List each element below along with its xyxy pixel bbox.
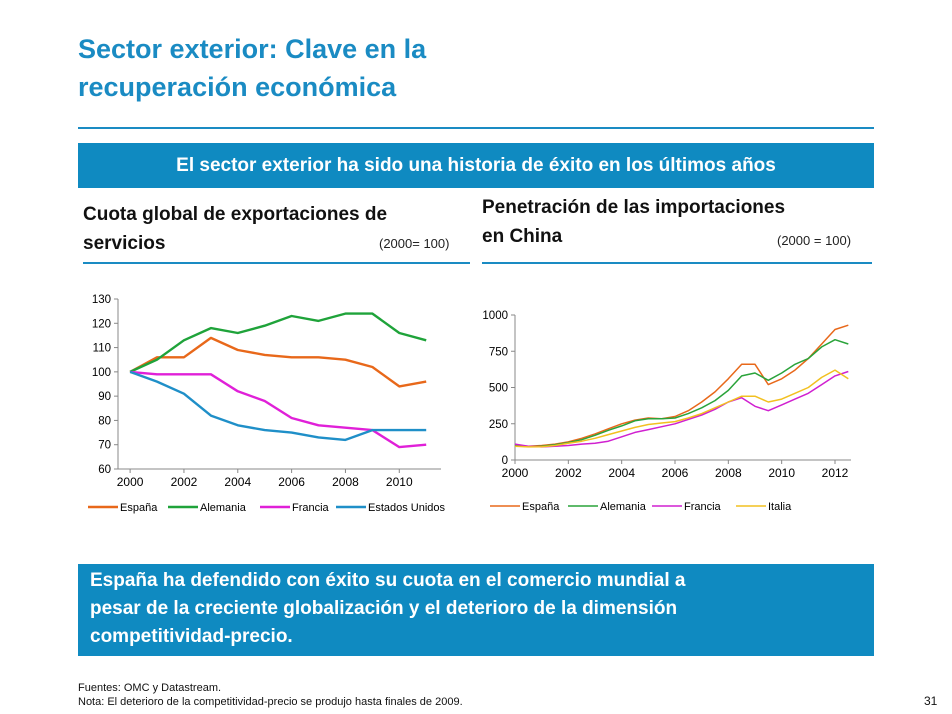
page-title-line-1: Sector exterior: Clave en la: [78, 34, 427, 64]
right-chart-series-line-francia: [514, 370, 849, 448]
right-chart-series-line-espana: [514, 324, 849, 447]
right-chart-base-note: (2000 = 100): [777, 233, 852, 248]
left-chart-legend-label-francia: Francia: [292, 502, 330, 514]
conclusion-line-1: España ha defendido con éxito su cuota e…: [90, 570, 686, 591]
right-chart-x-tick-label: 2004: [608, 466, 635, 480]
right-chart-y-tick-label: 250: [489, 419, 508, 431]
left-chart-divider: [83, 262, 470, 264]
left-chart-x-tick-label: 2008: [332, 475, 359, 489]
right-chart: 0 250 500 750 1000 2000 2002 2004 2006 2008 2010 20…: [482, 310, 851, 513]
right-chart-legend-label-alemania: Alemania: [600, 501, 647, 513]
left-chart: 60 70 80 90 100 110 120 130 2000 2002 2004 2006 2008…: [88, 294, 446, 514]
right-chart-x-tick-label: 2012: [822, 466, 849, 480]
right-chart-y-tick-label: 750: [489, 346, 508, 358]
left-chart-series-line-francia: [129, 370, 427, 449]
right-chart-x-tick-label: 2008: [715, 466, 742, 480]
conclusion-box: España ha defendido con éxito su cuota e…: [78, 564, 874, 656]
right-chart-legend-label-italia: Italia: [768, 501, 792, 513]
right-chart-title: Penetración de las importaciones en Chin…: [482, 193, 882, 251]
left-chart-legend-label-alemania: Alemania: [200, 502, 247, 514]
right-chart-divider: [482, 262, 872, 264]
left-chart-title-line-1: Cuota global de exportaciones de: [83, 204, 388, 225]
left-chart-y-tick-label: 110: [93, 343, 111, 355]
right-chart-x-tick-label: 2000: [502, 466, 529, 480]
right-chart-y-tick-label: 0: [502, 455, 508, 467]
right-chart-legend-label-francia: Francia: [684, 501, 722, 513]
right-chart-series-line-alemania: [514, 338, 849, 448]
conclusion-line-3: competitividad-precio.: [90, 626, 293, 647]
left-chart-series-line-estados-unidos: [129, 370, 427, 442]
right-chart-y-tick-label: 500: [489, 383, 508, 395]
page-title: Sector exterior: Clave en la recuperació…: [78, 30, 678, 106]
left-chart-y-tick-label: 90: [98, 391, 111, 403]
right-chart-title-line-2: en China: [482, 226, 563, 247]
page-title-line-2: recuperación económica: [78, 72, 397, 102]
right-chart-x-tick-label: 2006: [662, 466, 689, 480]
footnotes: Fuentes: OMC y Datastream. Nota: El dete…: [78, 681, 463, 709]
page-number: 31: [924, 694, 938, 708]
headline-banner: El sector exterior ha sido una historia …: [78, 143, 874, 188]
left-chart-series-line-espana: [129, 336, 427, 388]
right-chart-series-line-italia: [514, 369, 849, 448]
left-chart-y-tick-label: 100: [92, 367, 111, 379]
left-chart-x-tick-label: 2004: [224, 475, 251, 489]
right-chart-legend-label-espana: España: [522, 501, 560, 513]
left-chart-y-tick-label: 60: [98, 464, 111, 476]
right-chart-y-tick-label: 1000: [482, 310, 508, 322]
left-chart-y-tick-label: 120: [92, 318, 111, 330]
left-chart-x-tick-label: 2006: [278, 475, 305, 489]
left-chart-y-tick-label: 70: [98, 440, 111, 452]
left-chart-base-note: (2000= 100): [379, 236, 450, 251]
left-chart-series-line-alemania: [129, 312, 427, 373]
left-chart-legend-label-espana: España: [120, 502, 158, 514]
left-chart-title: Cuota global de exportaciones de servici…: [83, 200, 473, 258]
left-chart-y-tick-label: 130: [92, 294, 111, 306]
right-chart-x-tick-label: 2010: [768, 466, 795, 480]
right-chart-title-line-1: Penetración de las importaciones: [482, 197, 786, 218]
footnote-sources: Fuentes: OMC y Datastream.: [78, 682, 222, 694]
left-chart-x-tick-label: 2010: [386, 475, 413, 489]
footnote-note: Nota: El deterioro de la competitividad-…: [78, 696, 463, 708]
right-chart-x-tick-label: 2002: [555, 466, 582, 480]
title-divider: [78, 127, 874, 129]
conclusion-line-2: pesar de la creciente globalización y el…: [90, 598, 678, 619]
left-chart-legend-label-estados-unidos: Estados Unidos: [368, 502, 446, 514]
left-chart-y-tick-label: 80: [98, 415, 111, 427]
left-chart-x-tick-label: 2002: [171, 475, 198, 489]
left-chart-x-tick-label: 2000: [117, 475, 144, 489]
left-chart-title-line-2: servicios: [83, 233, 166, 254]
